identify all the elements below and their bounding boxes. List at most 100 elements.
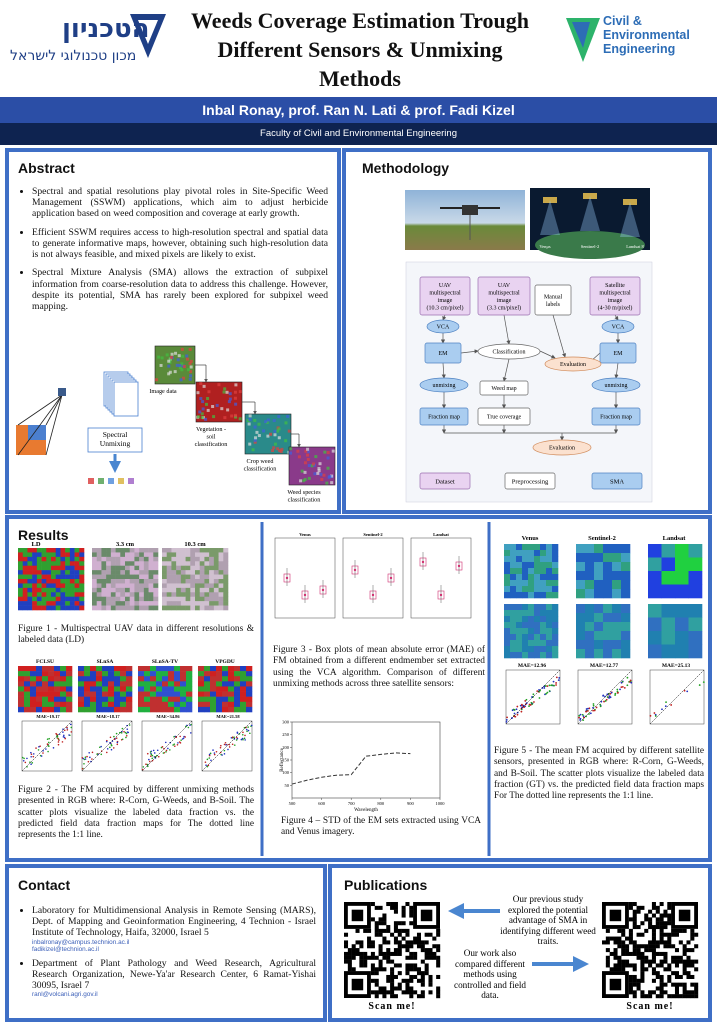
shape: [522, 622, 529, 629]
shape: [106, 570, 112, 575]
shape: [540, 634, 547, 641]
dept-line: Environmental: [603, 28, 690, 42]
qr-module: [428, 932, 433, 937]
qr-module: [644, 994, 649, 999]
shape: [24, 691, 31, 697]
shape: [176, 561, 182, 567]
shape: [204, 556, 210, 562]
flow-label: (10.3 cm/pixel): [427, 304, 464, 311]
shape: [153, 574, 159, 580]
shape: [74, 556, 80, 562]
qr-module: [367, 940, 372, 945]
scatter-dot: [58, 739, 60, 741]
shape: [185, 354, 189, 358]
qr-module: [663, 913, 668, 918]
shape: [504, 574, 511, 581]
scatter-dot: [187, 726, 190, 729]
shape: [528, 544, 535, 551]
shape: [157, 355, 161, 359]
qr-module: [659, 963, 664, 968]
flow-label: VCA: [437, 325, 450, 331]
shape: [603, 589, 613, 599]
qr-module: [347, 963, 352, 968]
shape: [528, 562, 535, 569]
shape: [648, 571, 662, 585]
shape: [171, 556, 177, 562]
shape: [648, 584, 662, 599]
email[interactable]: fadikizel@technion.ac.il: [32, 946, 99, 954]
shape: [18, 579, 24, 584]
shape: [585, 544, 595, 554]
shape: [510, 556, 517, 563]
shape: [196, 391, 200, 395]
shape: [18, 592, 24, 598]
shape: [134, 605, 140, 611]
shape: [125, 552, 131, 558]
shape: [222, 706, 229, 713]
shape: [69, 565, 75, 571]
scatter-dot: [35, 747, 37, 749]
email[interactable]: ranl@volcani.agri.gov.il: [32, 991, 98, 999]
shape: [65, 605, 71, 611]
shape: [74, 548, 80, 553]
shape: [199, 552, 205, 558]
qr-module: [640, 944, 645, 949]
scatter-dot: [588, 713, 590, 715]
scatter-dot: [530, 701, 533, 704]
shape: [101, 574, 107, 580]
shape: [101, 570, 107, 575]
qr-module: [674, 963, 679, 968]
shape: [48, 691, 55, 697]
shape: [22, 570, 28, 575]
shape: [42, 686, 49, 692]
shape: [198, 706, 205, 713]
figure-label: Vegetation -soil classification: [195, 426, 228, 448]
qr-module: [648, 948, 653, 953]
qr-module: [628, 982, 633, 987]
shape: [304, 449, 308, 453]
qr-module: [374, 990, 379, 995]
shape: [22, 552, 28, 558]
shape: [30, 686, 37, 692]
scatter-dot: [686, 690, 689, 693]
shape: [129, 574, 135, 580]
shape: [42, 676, 49, 682]
shape: [176, 583, 182, 589]
qr-module: [632, 974, 637, 979]
qr-module: [390, 990, 395, 995]
shape: [139, 583, 145, 589]
shape: [510, 622, 517, 629]
qr-module: [617, 955, 622, 960]
scatter-dot: [587, 709, 589, 712]
shape: [115, 592, 121, 598]
qr-module: [413, 951, 418, 956]
qr-module: [374, 925, 379, 930]
shape: [180, 579, 186, 584]
shape: [153, 587, 159, 593]
shape: [182, 364, 186, 368]
shape: [251, 448, 255, 452]
scatter-dot: [204, 761, 207, 763]
qr-module: [667, 936, 672, 941]
qr-module: [409, 940, 414, 945]
shape: [240, 676, 247, 682]
qr-module: [628, 990, 633, 995]
shape: [69, 552, 75, 558]
shape: [516, 550, 523, 557]
qr-module: [370, 967, 375, 972]
qr-module: [632, 917, 637, 922]
shape: [125, 583, 131, 589]
shape: [331, 449, 335, 453]
email[interactable]: inbalronay@campus.technion.ac.il: [32, 938, 130, 946]
shape: [30, 706, 37, 713]
shape: [115, 583, 121, 589]
label-line: classification: [244, 466, 277, 473]
shape: [134, 556, 140, 562]
shape: [143, 561, 149, 567]
qr-module: [636, 951, 641, 956]
qr-module: [378, 928, 383, 933]
shape: [120, 686, 127, 692]
shape: [166, 583, 172, 589]
shape: [162, 596, 168, 602]
